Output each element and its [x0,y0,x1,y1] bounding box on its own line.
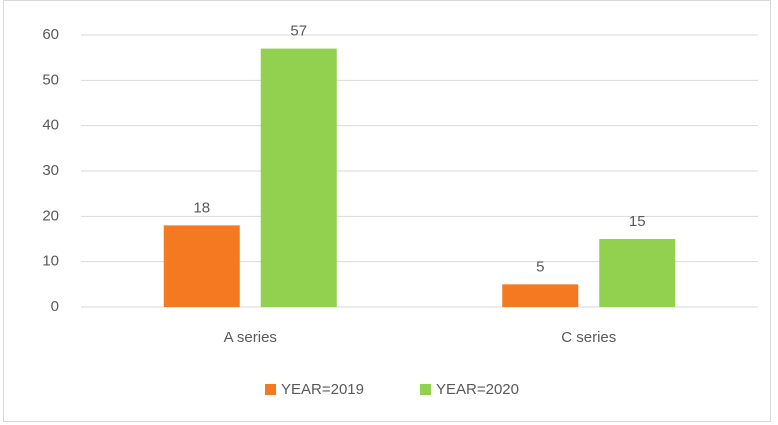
y-tick-label: 10 [42,253,59,270]
y-tick-label: 20 [42,207,59,224]
y-tick-label: 40 [42,117,59,134]
x-tick-label: A series [224,329,277,346]
x-tick-label: C series [561,329,616,346]
bar [502,284,579,307]
data-label: 57 [290,23,307,40]
data-label: 5 [536,258,544,275]
bar [599,239,676,307]
legend-swatch [420,384,431,395]
data-label: 18 [193,199,210,216]
chart-frame [3,0,771,422]
bar [163,225,240,307]
bar [260,48,337,307]
y-tick-label: 0 [51,298,59,315]
y-tick-label: 30 [42,162,59,179]
legend-swatch [265,384,276,395]
y-tick-label: 60 [42,26,59,43]
legend-label: YEAR=2019 [281,381,364,398]
y-tick-label: 50 [42,71,59,88]
legend-label: YEAR=2020 [436,381,519,398]
data-label: 15 [629,213,646,230]
